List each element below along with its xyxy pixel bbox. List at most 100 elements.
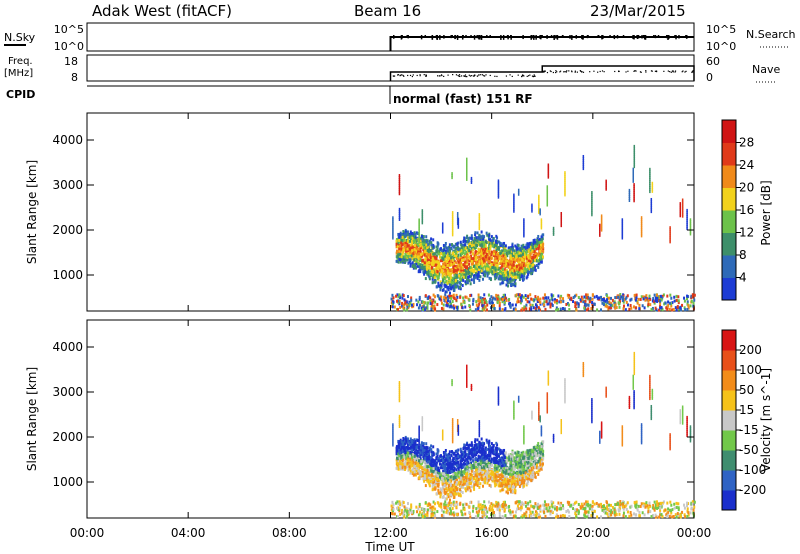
echo-cell [453,259,456,263]
echo-cell [448,273,451,277]
echo-cell [512,257,515,261]
echo-cell [622,293,625,297]
echo-cell [395,242,398,246]
nsky-spike [476,35,478,39]
echo-cell [392,300,395,304]
echo-cell [457,247,460,251]
echo-cell [618,512,621,516]
echo-cell [444,290,447,294]
echo-cell [432,252,435,256]
echo-cell [681,200,684,204]
echo-cell [509,279,512,283]
echo-cell [550,504,553,508]
echo-cell [426,301,429,305]
echo-cell [564,175,566,179]
echo-cell [583,295,586,299]
echo-cell [449,286,452,290]
echo-cell [523,224,525,228]
echo-cell [417,262,420,266]
echo-cell [552,226,555,230]
echo-cell [666,513,669,517]
echo-cell [575,500,578,504]
echo-cell [452,254,455,258]
echo-cell [453,281,456,285]
echo-cell [478,227,481,231]
echo-cell [430,506,433,510]
echo-cell [406,515,409,519]
echo-cell [460,268,463,272]
echo-cell [512,260,515,264]
echo-cell [412,509,415,513]
echo-cell [450,247,453,251]
echo-cell [530,241,533,245]
echo-cell [502,277,505,281]
echo-cell [392,232,394,236]
echo-cell [518,500,521,504]
echo-cell [409,252,412,256]
echo-cell [427,263,430,267]
echo-cell [473,280,476,284]
echo-cell [469,269,472,273]
echo-cell [447,504,450,508]
echo-cell [516,250,519,254]
echo-cell [450,296,453,300]
echo-cell [689,230,692,234]
echo-cell [689,304,692,308]
echo-cell [397,300,400,304]
echo-cell [531,505,534,509]
echo-cell [467,271,470,275]
echo-cell [534,258,537,262]
echo-cell [538,210,540,214]
echo-cell [467,237,470,241]
echo-cell [619,300,622,304]
echo-cell [399,249,402,253]
echo-cell [483,513,486,517]
echo-cell [415,242,418,246]
echo-cell [470,274,473,278]
echo-cell [412,263,415,267]
echo-cell [639,297,642,301]
echo-cell [600,505,603,509]
echo-cell [553,300,556,304]
echo-cell [492,270,495,274]
echo-cell [501,504,504,508]
echo-cell [525,252,528,256]
echo-cell [606,501,609,505]
echo-cell [689,218,692,222]
echo-cell [581,504,584,508]
echo-cell [558,507,561,511]
echo-cell [656,299,659,303]
echo-cell [690,299,693,303]
echo-cell [407,306,410,310]
echo-cell [661,515,664,519]
echo-cell [624,504,627,508]
echo-cell [686,501,689,505]
echo-cell [464,280,467,284]
echo-cell [481,261,484,265]
echo-cell [520,266,523,270]
echo-cell [520,272,523,276]
echo-cell [446,248,449,252]
echo-cell [470,180,473,184]
echo-cell [424,249,427,253]
echo-cell [691,500,694,504]
echo-cell [465,254,468,258]
echo-cell [516,507,519,511]
echo-cell [398,192,401,196]
echo-cell [611,505,614,509]
echo-cell [421,300,424,304]
echo-cell [434,280,437,284]
nave-dot [579,70,581,72]
echo-cell [552,232,555,236]
echo-cell [398,211,401,215]
echo-cell [672,514,675,518]
echo-cell [628,196,631,200]
echo-cell [532,259,535,263]
echo-cell [481,271,484,275]
colorbar-segment [722,142,736,166]
echo-cell [536,257,539,261]
echo-cell [436,244,439,248]
echo-cell [653,300,656,304]
echo-cell [669,226,671,230]
echo-cell [445,255,448,259]
